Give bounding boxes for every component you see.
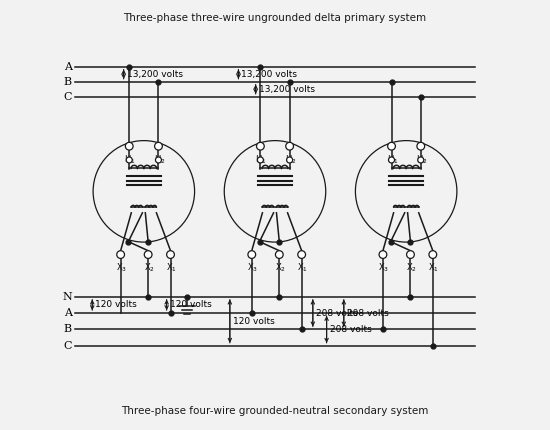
Text: 13,200 volts: 13,200 volts xyxy=(126,70,183,79)
Circle shape xyxy=(167,251,174,258)
Circle shape xyxy=(388,142,395,150)
Text: H$_2$: H$_2$ xyxy=(153,153,165,166)
Text: X$_2$: X$_2$ xyxy=(144,261,155,274)
Text: A: A xyxy=(64,308,72,318)
Text: 120 volts: 120 volts xyxy=(233,317,274,326)
Text: 13,200 volts: 13,200 volts xyxy=(258,85,315,94)
Text: N: N xyxy=(63,292,73,302)
Circle shape xyxy=(126,157,132,163)
Text: H$_1$: H$_1$ xyxy=(124,153,136,166)
Text: H$_2$: H$_2$ xyxy=(285,153,296,166)
Text: 208 volts: 208 volts xyxy=(316,309,358,317)
Circle shape xyxy=(379,251,387,258)
Text: 13,200 volts: 13,200 volts xyxy=(241,70,298,79)
Text: 208 volts: 208 volts xyxy=(329,325,371,334)
Circle shape xyxy=(429,251,437,258)
Text: A: A xyxy=(64,61,72,72)
Text: X$_2$: X$_2$ xyxy=(274,261,285,274)
Text: B: B xyxy=(64,77,72,87)
Text: H$_2$: H$_2$ xyxy=(416,153,427,166)
Circle shape xyxy=(117,251,124,258)
Circle shape xyxy=(248,251,256,258)
Text: X$_1$: X$_1$ xyxy=(297,261,308,274)
Circle shape xyxy=(406,251,414,258)
Text: C: C xyxy=(63,341,72,351)
Circle shape xyxy=(417,142,425,150)
Text: X$_3$: X$_3$ xyxy=(116,261,127,274)
Circle shape xyxy=(286,142,294,150)
Text: B: B xyxy=(64,324,72,335)
Text: 120 volts: 120 volts xyxy=(169,301,211,309)
Text: 208 volts: 208 volts xyxy=(347,309,388,317)
Circle shape xyxy=(418,157,424,163)
Text: Three-phase three-wire ungrounded delta primary system: Three-phase three-wire ungrounded delta … xyxy=(123,13,427,23)
Circle shape xyxy=(287,157,293,163)
Circle shape xyxy=(388,157,394,163)
Circle shape xyxy=(276,251,283,258)
Text: H$_1$: H$_1$ xyxy=(387,153,398,166)
Circle shape xyxy=(256,142,264,150)
Text: X$_2$: X$_2$ xyxy=(406,261,417,274)
Text: H$_1$: H$_1$ xyxy=(256,153,267,166)
Circle shape xyxy=(156,157,162,163)
Text: X$_3$: X$_3$ xyxy=(247,261,258,274)
Circle shape xyxy=(125,142,133,150)
Circle shape xyxy=(155,142,162,150)
Text: X$_3$: X$_3$ xyxy=(378,261,389,274)
Text: Three-phase four-wire grounded-neutral secondary system: Three-phase four-wire grounded-neutral s… xyxy=(122,406,428,416)
Text: X$_1$: X$_1$ xyxy=(428,261,439,274)
Circle shape xyxy=(298,251,306,258)
Text: C: C xyxy=(63,92,72,102)
Text: X$_1$: X$_1$ xyxy=(166,261,177,274)
Circle shape xyxy=(144,251,152,258)
Text: 120 volts: 120 volts xyxy=(95,301,137,309)
Circle shape xyxy=(257,157,263,163)
